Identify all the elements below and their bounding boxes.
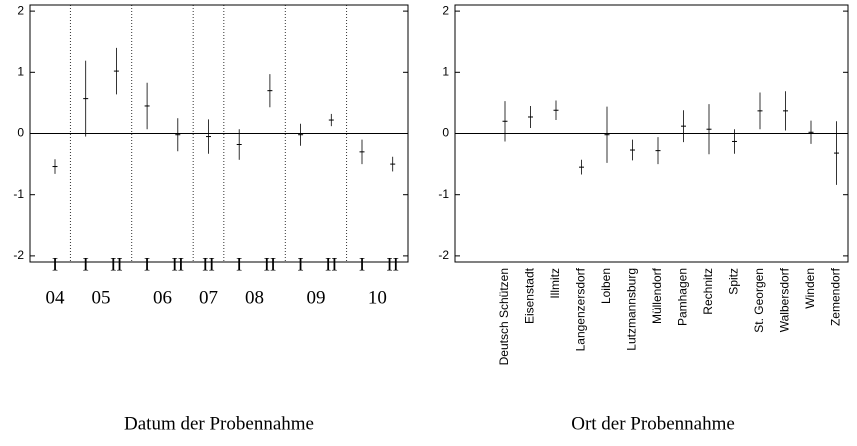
x-tick-label: Deutsch Schützen xyxy=(497,268,511,365)
x-tick-label: Zemendorf xyxy=(829,267,843,326)
y-tick-label: 2 xyxy=(442,3,449,17)
x-tick-label: Illmitz xyxy=(548,268,562,299)
y-tick-label: 1 xyxy=(442,64,449,78)
x-tick-label: I xyxy=(297,254,303,275)
x-tick-label: Rechnitz xyxy=(701,268,715,315)
x-tick-label: I xyxy=(236,254,242,275)
y-tick-label: -1 xyxy=(438,187,449,201)
x-tick-label: Eisenstadt xyxy=(523,267,537,324)
x-tick-label: II xyxy=(110,254,123,275)
x-tick-label: I xyxy=(83,254,89,275)
x-tick-label: Walbersdorf xyxy=(778,267,792,332)
group-label: 08 xyxy=(245,287,264,308)
x-tick-label: I xyxy=(52,254,58,275)
x-tick-label: Pamhagen xyxy=(676,268,690,326)
y-tick-label: 1 xyxy=(17,64,24,78)
x-tick-label: II xyxy=(264,254,277,275)
x-axis-label: Datum der Probennahme xyxy=(124,413,314,434)
x-tick-label: Winden xyxy=(803,268,817,309)
x-tick-label: II xyxy=(202,254,215,275)
group-label: 10 xyxy=(368,287,387,308)
group-label: 06 xyxy=(153,287,172,308)
y-tick-label: 2 xyxy=(17,3,24,17)
x-tick-label: Spitz xyxy=(727,268,741,295)
y-tick-label: 0 xyxy=(442,126,449,140)
x-tick-label: Müllendorf xyxy=(650,267,664,324)
y-tick-label: 0 xyxy=(17,126,24,140)
y-tick-label: -2 xyxy=(13,248,24,262)
x-tick-label: I xyxy=(359,254,365,275)
group-label: 04 xyxy=(46,287,66,308)
y-tick-label: -2 xyxy=(438,248,449,262)
x-tick-label: I xyxy=(144,254,150,275)
x-tick-label: Langenzersdorf xyxy=(574,267,588,351)
x-tick-label: II xyxy=(325,254,338,275)
group-label: 09 xyxy=(306,287,325,308)
x-tick-label: Lutzmannsburg xyxy=(625,268,639,351)
x-tick-label: II xyxy=(171,254,184,275)
x-tick-label: Loiben xyxy=(599,268,613,304)
x-axis-label: Ort der Probennahme xyxy=(571,413,735,434)
x-tick-label: St. Georgen xyxy=(752,268,766,333)
y-tick-label: -1 xyxy=(13,187,24,201)
x-tick-label: II xyxy=(386,254,399,275)
group-label: 07 xyxy=(199,287,218,308)
group-label: 05 xyxy=(92,287,111,308)
